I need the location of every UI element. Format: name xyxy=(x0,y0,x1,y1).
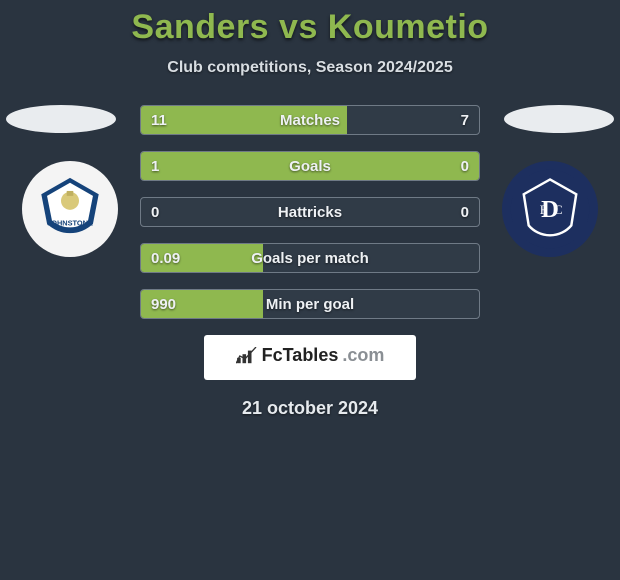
stat-row: 0Hattricks0 xyxy=(140,197,480,227)
brand-suffix: .com xyxy=(342,345,384,366)
player-silhouette-right xyxy=(504,105,614,133)
stat-label: Goals xyxy=(141,152,479,180)
svg-text:F: F xyxy=(540,202,547,217)
stat-label: Min per goal xyxy=(141,290,479,318)
bar-chart-icon xyxy=(236,347,258,365)
stat-value-right: 0 xyxy=(461,152,469,180)
stats-table: 11Matches71Goals00Hattricks00.09Goals pe… xyxy=(140,105,480,319)
stat-label: Hattricks xyxy=(141,198,479,226)
stat-label: Matches xyxy=(141,106,479,134)
crest-right-icon: D F C xyxy=(509,168,591,250)
club-crest-right: D F C xyxy=(502,161,598,257)
player-silhouette-left xyxy=(6,105,116,133)
svg-text:C: C xyxy=(554,202,563,217)
stat-value-right: 7 xyxy=(461,106,469,134)
stat-row: 1Goals0 xyxy=(140,151,480,181)
page-subtitle: Club competitions, Season 2024/2025 xyxy=(0,59,620,77)
club-crest-left: JOHNSTONE xyxy=(22,161,118,257)
stat-row: 0.09Goals per match xyxy=(140,243,480,273)
page-title: Sanders vs Koumetio xyxy=(0,8,620,47)
brand-badge: FcTables.com xyxy=(204,335,416,380)
brand-name: FcTables xyxy=(262,345,339,366)
crest-left-icon: JOHNSTONE xyxy=(29,168,111,250)
snapshot-date: 21 october 2024 xyxy=(0,398,620,419)
stat-row: 990Min per goal xyxy=(140,289,480,319)
stat-label: Goals per match xyxy=(141,244,479,272)
stat-value-right: 0 xyxy=(461,198,469,226)
svg-text:JOHNSTONE: JOHNSTONE xyxy=(47,218,93,227)
stat-row: 11Matches7 xyxy=(140,105,480,135)
